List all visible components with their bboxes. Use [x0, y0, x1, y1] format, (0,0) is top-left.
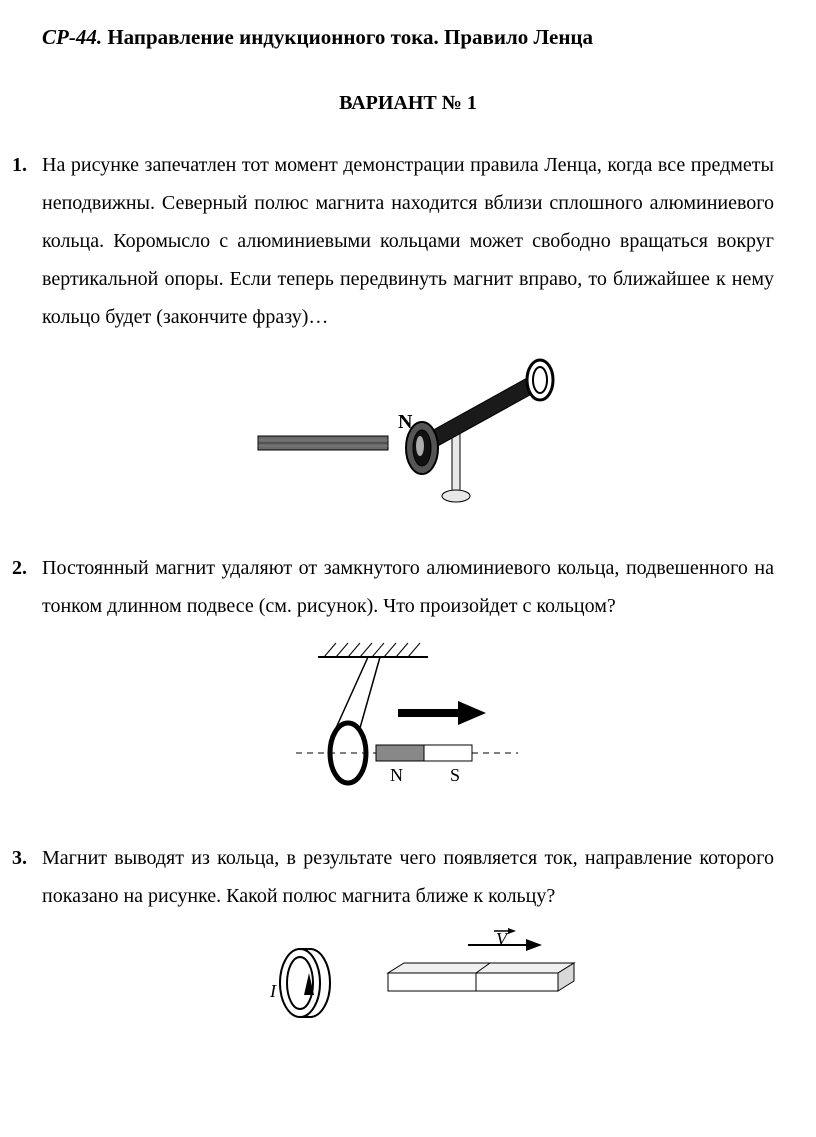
ceiling-icon: [318, 643, 428, 657]
problem-number: 1.: [12, 146, 42, 336]
title-main: Направление индукционного тока. Правило …: [107, 25, 593, 49]
suspended-ring-diagram: N S: [258, 635, 558, 805]
ring-icon: [280, 949, 330, 1017]
figure-3: I V: [42, 925, 774, 1046]
problem-text: На рисунке запечатлен тот момент демонст…: [42, 146, 774, 336]
problem-1: 1. На рисунке запечатлен тот момент демо…: [42, 146, 774, 336]
problem-text: Магнит выводят из кольца, в результате ч…: [42, 839, 774, 915]
magnet-icon: [258, 436, 388, 450]
variant-heading: ВАРИАНТ № 1: [42, 84, 774, 122]
magnet-icon: [388, 963, 574, 991]
north-label: N: [390, 765, 403, 785]
page-title: СР-44. Направление индукционного тока. П…: [42, 18, 774, 58]
problem-3: 3. Магнит выводят из кольца, в результат…: [42, 839, 774, 915]
arrow-right-icon: [398, 701, 486, 725]
near-ring-icon: [406, 422, 438, 474]
title-prefix: СР-44.: [42, 25, 102, 49]
ring-icon: [330, 723, 366, 783]
problem-text: Постоянный магнит удаляют от замкнутого …: [42, 549, 774, 625]
south-label: S: [450, 765, 460, 785]
magnet-icon: [376, 745, 472, 761]
far-ring-icon: [527, 360, 553, 400]
problem-number: 2.: [12, 549, 42, 625]
thread-icon: [336, 657, 380, 728]
problem-number: 3.: [12, 839, 42, 915]
current-label: I: [269, 981, 277, 1001]
problem-2: 2. Постоянный магнит удаляют от замкнуто…: [42, 549, 774, 625]
ring-current-diagram: I V: [218, 925, 598, 1035]
lenz-apparatus-diagram: N: [228, 346, 588, 516]
figure-2: N S: [42, 635, 774, 816]
figure-1: N: [42, 346, 774, 527]
